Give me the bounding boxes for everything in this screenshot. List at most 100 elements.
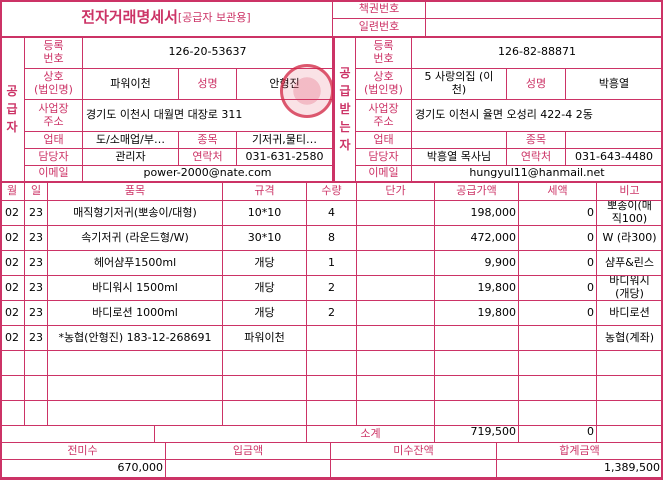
receiver-side-label: 공 급 받 는 자 (333, 37, 356, 182)
cell-qty: 4 (307, 201, 357, 226)
cell-day: 23 (25, 326, 48, 351)
cell-spec: 개당 (223, 276, 307, 301)
receiver-rep: 박흥열 (566, 69, 663, 100)
cell-month: 02 (0, 326, 25, 351)
cell-note (597, 401, 663, 426)
cell-supply-amount (435, 376, 519, 401)
cell-item: 매직형기저귀(뽀송이/대형) (48, 201, 223, 226)
supplier-addr-label: 사업장 주소 (25, 100, 83, 132)
cell-tax: 0 (519, 226, 597, 251)
supplier-rep-label: 성명 (179, 69, 237, 100)
cell-day: 23 (25, 276, 48, 301)
cell-unit-price (357, 226, 435, 251)
cell-day (25, 376, 48, 401)
cell-tax (519, 351, 597, 376)
cell-month: 02 (0, 301, 25, 326)
cell-qty (307, 401, 357, 426)
serial-label: 일련번호 (333, 19, 426, 37)
cell-qty: 1 (307, 251, 357, 276)
cell-day (25, 401, 48, 426)
supplier-reg-number: 126-20-53637 (83, 37, 333, 69)
receiver-reg-label: 등록 번호 (356, 37, 412, 69)
receiver-addr-label: 사업장 주소 (356, 100, 412, 132)
supplier-contact-label: 담당자 (25, 149, 83, 166)
cell-note: 뽀송이(매 직100) (597, 201, 663, 226)
cell-tax: 0 (519, 276, 597, 301)
supplier-contact: 관리자 (83, 149, 179, 166)
cell-note: 샴푸&린스 (597, 251, 663, 276)
supplier-reg-label: 등록 번호 (25, 37, 83, 69)
title-main: 전자거래명세서 (81, 8, 178, 27)
supplier-item: 기저귀,물티… (237, 132, 333, 149)
cell-tax (519, 376, 597, 401)
cell-spec (223, 351, 307, 376)
supplier-side-label: 공 급 자 (0, 37, 25, 182)
subtotal-supply: 719,500 (435, 426, 519, 443)
subtotal-label: 소계 (307, 426, 435, 443)
cell-item: *농협(안형진) 183-12-268691 (48, 326, 223, 351)
cell-item: 속기저귀 (라운드형/W) (48, 226, 223, 251)
receiver-email-label: 이메일 (356, 166, 412, 182)
total-label: 합계금액 (497, 443, 663, 460)
cell-day: 23 (25, 226, 48, 251)
receiver-phone: 031-643-4480 (566, 149, 663, 166)
cell-month (0, 401, 25, 426)
cell-tax: 0 (519, 201, 597, 226)
cell-spec: 10*10 (223, 201, 307, 226)
cell-note (597, 376, 663, 401)
cell-qty: 2 (307, 276, 357, 301)
cell-tax: 0 (519, 251, 597, 276)
cell-tax: 0 (519, 301, 597, 326)
title-sub: [공급자 보관용] (177, 10, 251, 24)
receiver-name: 5 사랑의집 (이 천) (412, 69, 507, 100)
cell-supply-amount (435, 326, 519, 351)
supplier-biz-label: 업태 (25, 132, 83, 149)
cell-unit-price (357, 376, 435, 401)
cell-qty: 8 (307, 226, 357, 251)
cell-item (48, 376, 223, 401)
cell-month: 02 (0, 226, 25, 251)
cell-unit-price (357, 326, 435, 351)
subtotal-blank (0, 426, 155, 443)
header-month: 월 (0, 183, 25, 201)
header-tax: 세액 (519, 183, 597, 201)
cell-tax (519, 326, 597, 351)
cell-tax (519, 401, 597, 426)
cell-item: 바디로션 1000ml (48, 301, 223, 326)
supplier-name: 파워이천 (83, 69, 179, 100)
cell-day: 23 (25, 201, 48, 226)
header-note: 비고 (597, 183, 663, 201)
header-supply-amount: 공급가액 (435, 183, 519, 201)
prev-balance: 670,000 (0, 460, 166, 478)
cell-supply-amount (435, 401, 519, 426)
receiver-name-label: 상호 (법인명) (356, 69, 412, 100)
supplier-biz-type: 도/소매업/부… (83, 132, 179, 149)
receiver-phone-label: 연락처 (507, 149, 566, 166)
cell-supply-amount: 9,900 (435, 251, 519, 276)
subtotal-tax: 0 (519, 426, 597, 443)
receiver-item-label: 종목 (507, 132, 566, 149)
cell-qty: 2 (307, 301, 357, 326)
cell-unit-price (357, 401, 435, 426)
receiver-email: hungyul11@hanmail.net (412, 166, 663, 182)
paid-label: 입금액 (166, 443, 331, 460)
cell-unit-price (357, 276, 435, 301)
cell-month (0, 376, 25, 401)
volume-label: 책권번호 (333, 0, 426, 19)
receiver-biz-label: 업태 (356, 132, 412, 149)
cell-spec (223, 376, 307, 401)
cell-supply-amount: 198,000 (435, 201, 519, 226)
supplier-name-label: 상호 (법인명) (25, 69, 83, 100)
cell-item: 헤어샴푸1500ml (48, 251, 223, 276)
cell-item (48, 401, 223, 426)
cell-qty (307, 326, 357, 351)
total-amount: 1,389,500 (497, 460, 663, 478)
cell-month: 02 (0, 201, 25, 226)
supplier-email: power-2000@nate.com (83, 166, 333, 182)
seal-stamp-icon (280, 64, 334, 118)
cell-spec: 파워이천 (223, 326, 307, 351)
receiver-biz-type (412, 132, 507, 149)
volume-value (426, 0, 663, 19)
paid-amount (166, 460, 331, 478)
